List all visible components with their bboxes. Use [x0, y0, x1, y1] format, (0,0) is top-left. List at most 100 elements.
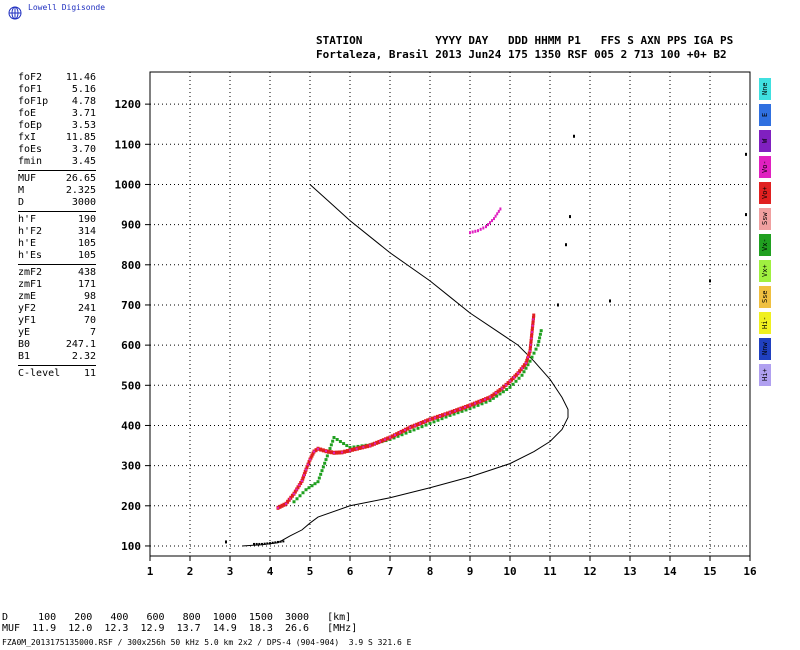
o-trace-mark — [461, 405, 465, 410]
param-value: 5.16 — [71, 84, 96, 95]
x-trace-mark — [320, 469, 324, 473]
param-value: 3.45 — [71, 156, 96, 167]
x-trace-mark — [480, 402, 484, 406]
x-trace-mark — [324, 458, 328, 462]
x-trace-mark — [388, 438, 392, 442]
o-trace-mark — [514, 372, 518, 377]
param-row: h'Es 105 — [18, 250, 96, 262]
param-separator — [18, 170, 96, 171]
isolated-echo — [609, 299, 611, 303]
o-trace-mark-overlay — [414, 424, 416, 427]
o-trace-mark — [280, 503, 284, 508]
isolated-echo — [225, 540, 227, 544]
param-label: foE — [18, 108, 37, 119]
param-row: h'F2 314 — [18, 226, 96, 238]
o-trace-mark-overlay — [355, 447, 358, 450]
x-trace-mark — [448, 413, 452, 417]
x-trace-mark — [505, 388, 509, 392]
x-trace-mark — [331, 439, 335, 443]
es-trace-mark — [263, 542, 266, 545]
o-trace-mark — [436, 414, 439, 419]
x-trace-mark — [432, 420, 436, 424]
o-trace-mark — [530, 333, 534, 338]
o-trace-mark-overlay — [525, 362, 527, 365]
x-trace-mark — [428, 421, 432, 425]
o-trace-mark-overlay — [289, 497, 291, 500]
legend-item: Vx- — [759, 234, 771, 256]
logo-text: Lowell Digisonde — [28, 3, 106, 12]
param-value: 105 — [77, 250, 96, 261]
o-trace-mark-overlay — [394, 434, 396, 436]
o-trace-mark — [529, 338, 533, 343]
o-trace-mark — [321, 448, 325, 453]
spread-f-mark — [477, 229, 479, 233]
o-trace-mark — [498, 387, 502, 392]
y-tick-label: 1200 — [115, 98, 142, 111]
param-label: h'Es — [18, 250, 43, 261]
o-trace-mark-overlay — [374, 442, 376, 445]
x-trace-mark — [537, 340, 541, 344]
o-trace-mark — [345, 449, 349, 454]
o-trace-mark — [329, 450, 333, 455]
o-trace-mark — [496, 389, 500, 394]
x-trace-mark — [310, 484, 314, 488]
param-row: zmF2 438 — [18, 267, 96, 279]
o-trace-mark-overlay — [399, 431, 401, 434]
isolated-echo — [565, 243, 567, 247]
param-row: C-level 11 — [18, 368, 96, 380]
o-trace-mark-overlay — [469, 404, 471, 407]
x-trace-mark — [319, 472, 323, 476]
o-trace-mark-overlay — [309, 458, 311, 461]
x-trace-mark — [345, 444, 349, 448]
y-tick-label: 1000 — [115, 178, 142, 191]
o-trace-mark — [530, 328, 534, 333]
o-trace-mark — [287, 497, 291, 502]
x-trace-mark — [352, 445, 356, 449]
o-trace-mark — [301, 476, 305, 481]
param-value: 190 — [77, 214, 96, 225]
o-trace-mark — [381, 438, 385, 443]
param-value: 7 — [89, 327, 96, 338]
legend-item: Vo- — [759, 156, 771, 178]
param-value: 11.46 — [65, 72, 96, 83]
o-trace-mark — [466, 404, 470, 409]
x-trace-mark — [517, 376, 521, 380]
param-label: M — [18, 185, 25, 196]
x-tick-label: 10 — [503, 565, 516, 578]
plot-frame — [149, 71, 751, 557]
legend-label: Hi+ — [761, 368, 769, 382]
station-header: STATION YYYY DAY DDD HHMM P1 FFS S AXN P… — [316, 34, 733, 62]
spread-f-mark — [469, 231, 471, 235]
legend-label: Sse — [761, 290, 769, 304]
x-trace-mark — [420, 425, 424, 429]
legend-item: W — [759, 130, 771, 152]
es-trace-mark — [277, 540, 279, 543]
x-trace-mark — [298, 494, 302, 498]
o-trace-mark-overlay — [513, 376, 515, 379]
spread-f-mark — [474, 229, 477, 233]
o-trace-mark-overlay — [349, 449, 351, 452]
o-trace-mark — [282, 502, 286, 507]
param-value: 2.32 — [71, 351, 96, 362]
x-trace-mark — [460, 409, 464, 413]
es-trace-mark — [258, 542, 261, 545]
o-trace-mark — [446, 411, 449, 416]
y-tick-label: 500 — [121, 379, 141, 392]
spread-f-mark — [471, 230, 474, 234]
y-tick-label: 1100 — [115, 138, 142, 151]
param-value: 247.1 — [65, 339, 96, 350]
es-trace-mark — [271, 541, 274, 544]
legend-label: Hi- — [761, 316, 769, 330]
x-trace-mark — [508, 385, 512, 389]
param-value: 70 — [83, 315, 96, 326]
o-trace-mark-overlay — [527, 356, 529, 359]
o-trace-mark — [289, 495, 293, 500]
o-trace-mark — [353, 447, 357, 452]
param-label: h'E — [18, 238, 37, 249]
o-trace-mark — [525, 358, 529, 363]
param-separator — [18, 211, 96, 212]
param-value: 26.65 — [65, 173, 96, 184]
es-trace-mark — [266, 542, 269, 545]
o-trace-mark-overlay — [489, 396, 491, 399]
legend-item: Nnw — [759, 338, 771, 360]
